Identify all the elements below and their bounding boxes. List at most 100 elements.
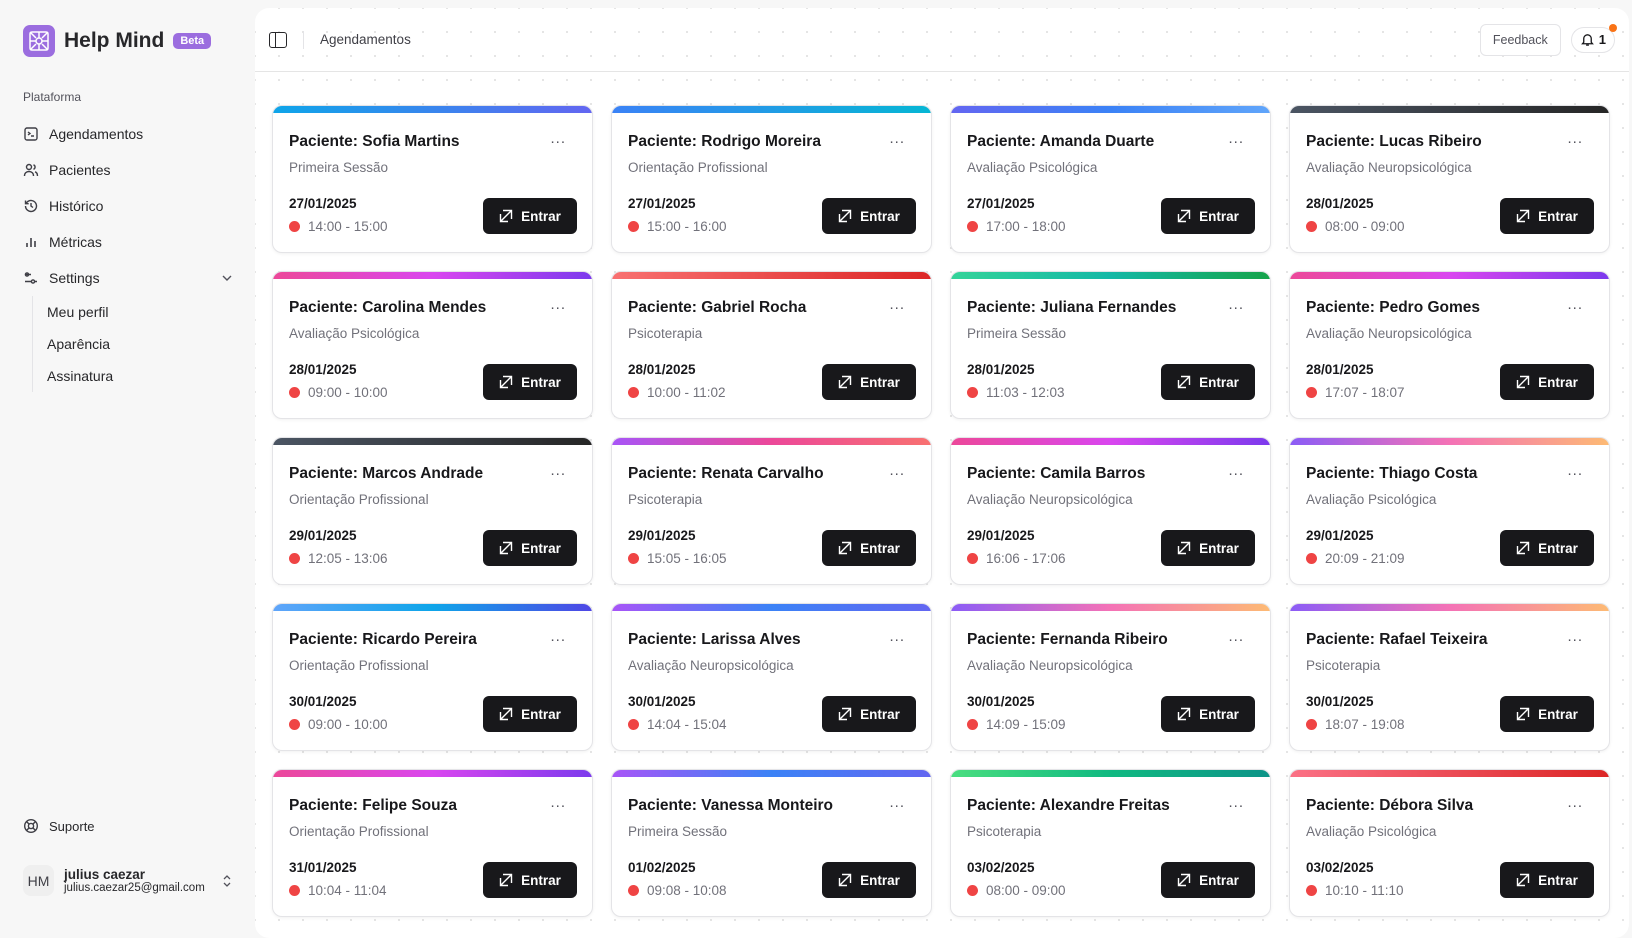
enter-button[interactable]: Entrar [822,198,916,234]
support-link[interactable]: Suporte [23,818,95,834]
sidebar-item-settings[interactable]: Settings [23,260,235,296]
external-arrow-icon [1177,375,1191,389]
card-accent-bar [1290,438,1609,445]
appointment-date: 01/02/2025 [628,860,696,875]
more-options-button[interactable]: ... [889,296,905,313]
session-type: Avaliação Neuropsicológica [628,658,794,673]
enter-button[interactable]: Entrar [1161,364,1255,400]
feedback-button[interactable]: Feedback [1479,23,1561,56]
more-options-button[interactable]: ... [889,628,905,645]
patient-prefix: Paciente: [628,631,702,648]
sidebar-item-pacientes[interactable]: Pacientes [23,152,235,188]
time-range: 10:00 - 11:02 [647,385,726,400]
external-arrow-icon [1177,541,1191,555]
status-dot [289,885,300,896]
enter-button[interactable]: Entrar [822,364,916,400]
submenu-item-meu-perfil[interactable]: Meu perfil [47,304,109,320]
enter-button[interactable]: Entrar [822,862,916,898]
patient-name: Larissa Alves [701,631,801,648]
calendar-terminal-icon [24,127,38,141]
chevron-down-icon[interactable] [219,270,235,286]
enter-button[interactable]: Entrar [1500,530,1594,566]
enter-button[interactable]: Entrar [1500,862,1594,898]
notifications-button[interactable]: 1 [1570,23,1617,53]
session-type: Avaliação Neuropsicológica [1306,326,1472,341]
external-arrow-icon [499,209,513,223]
patient-name: Fernanda Ribeiro [1040,631,1168,648]
appointment-time: 08:00 - 09:00 [967,883,1066,898]
more-options-button[interactable]: ... [550,462,566,479]
divider [303,30,304,49]
enter-button[interactable]: Entrar [483,198,577,234]
more-options-button[interactable]: ... [550,628,566,645]
more-options-button[interactable]: ... [550,130,566,147]
session-type: Orientação Profissional [289,492,429,507]
more-options-button[interactable]: ... [1567,462,1583,479]
enter-button[interactable]: Entrar [1161,862,1255,898]
enter-button[interactable]: Entrar [483,862,577,898]
enter-button[interactable]: Entrar [822,530,916,566]
more-options-button[interactable]: ... [550,296,566,313]
time-range: 14:09 - 15:09 [986,717,1066,732]
enter-button[interactable]: Entrar [483,696,577,732]
appointment-date: 03/02/2025 [967,860,1035,875]
more-options-button[interactable]: ... [1567,296,1583,313]
submenu-item-assinatura[interactable]: Assinatura [47,368,114,384]
main-panel: Agendamentos Feedback 1 Paciente: Sofia … [255,8,1629,938]
user-menu[interactable]: HM julius caezar julius.caezar25@gmail.c… [23,865,233,896]
patient-title: Paciente: Marcos Andrade [289,465,483,483]
settings-submenu: Meu perfil Aparência Assinatura [32,296,235,392]
beta-badge: Beta [173,33,212,49]
enter-button[interactable]: Entrar [483,364,577,400]
more-options-button[interactable]: ... [550,794,566,811]
appointment-card: Paciente: Sofia Martins ... Primeira Ses… [272,105,593,253]
appointment-card: Paciente: Larissa Alves ... Avaliação Ne… [611,603,932,751]
enter-button[interactable]: Entrar [1500,198,1594,234]
more-options-button[interactable]: ... [1228,296,1244,313]
time-range: 08:00 - 09:00 [986,883,1066,898]
status-dot [628,221,639,232]
enter-button[interactable]: Entrar [1161,530,1255,566]
appointment-time: 11:03 - 12:03 [967,385,1065,400]
sidebar-item-metricas[interactable]: Métricas [23,224,235,260]
more-options-button[interactable]: ... [1567,130,1583,147]
more-options-button[interactable]: ... [1567,628,1583,645]
patient-title: Paciente: Rodrigo Moreira [628,133,821,151]
avatar: HM [23,865,54,896]
enter-button[interactable]: Entrar [1161,696,1255,732]
enter-label: Entrar [860,706,900,722]
time-range: 09:00 - 10:00 [308,717,388,732]
section-label: Plataforma [23,90,82,104]
enter-button[interactable]: Entrar [483,530,577,566]
sidebar-item-agendamentos[interactable]: Agendamentos [23,116,235,152]
enter-button[interactable]: Entrar [1161,198,1255,234]
more-options-button[interactable]: ... [889,462,905,479]
enter-button[interactable]: Entrar [1500,696,1594,732]
patient-title: Paciente: Carolina Mendes [289,299,486,317]
breadcrumb[interactable]: Agendamentos [320,32,411,47]
appointment-card: Paciente: Gabriel Rocha ... Psicoterapia… [611,271,932,419]
more-options-button[interactable]: ... [1228,130,1244,147]
enter-label: Entrar [860,540,900,556]
more-options-button[interactable]: ... [1228,628,1244,645]
more-options-button[interactable]: ... [1228,794,1244,811]
more-options-button[interactable]: ... [1567,794,1583,811]
more-options-button[interactable]: ... [889,794,905,811]
enter-button[interactable]: Entrar [1500,364,1594,400]
appointment-date: 30/01/2025 [628,694,696,709]
appointment-time: 20:09 - 21:09 [1306,551,1405,566]
patient-name: Amanda Duarte [1039,133,1155,150]
patient-prefix: Paciente: [289,797,363,814]
card-accent-bar [612,272,931,279]
external-arrow-icon [499,873,513,887]
more-options-button[interactable]: ... [1228,462,1244,479]
appointment-date: 29/01/2025 [1306,528,1374,543]
sidebar-toggle-icon[interactable] [269,31,287,48]
enter-button[interactable]: Entrar [822,696,916,732]
patient-name: Vanessa Monteiro [701,797,834,814]
sidebar-item-historico[interactable]: Histórico [23,188,235,224]
patient-name: Felipe Souza [362,797,457,814]
submenu-item-aparencia[interactable]: Aparência [47,336,111,352]
more-options-button[interactable]: ... [889,130,905,147]
brand[interactable]: Help Mind Beta [23,25,212,57]
